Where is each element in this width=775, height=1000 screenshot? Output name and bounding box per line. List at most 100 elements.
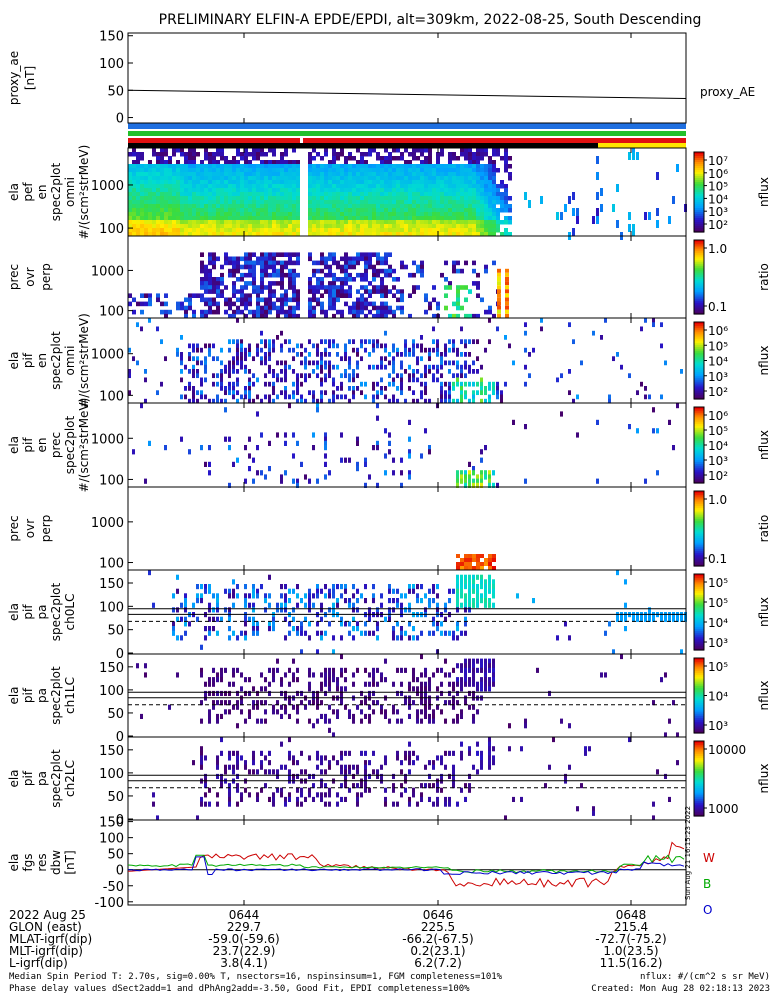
spectrogram-cell — [344, 204, 348, 209]
spectrogram-cell — [464, 339, 467, 345]
spectrogram-cell — [168, 220, 172, 225]
spectrogram-cell — [268, 204, 272, 209]
spectrogram-cell — [128, 208, 132, 213]
spectrogram-cell — [148, 220, 152, 225]
spectrogram-cell — [252, 309, 256, 315]
spectrogram-cell — [344, 212, 348, 217]
spectrogram-cell — [348, 787, 351, 793]
spectrogram-cell — [296, 801, 299, 807]
colorbar-swatch — [694, 352, 704, 356]
colorbar-swatch — [694, 258, 704, 261]
spectrogram-cell — [400, 228, 404, 233]
spectrogram-cell — [360, 285, 364, 290]
spectrogram-cell — [344, 598, 347, 604]
colorbar-swatch — [694, 339, 704, 342]
spectrogram-cell — [208, 216, 212, 221]
spectrogram-cell — [396, 204, 400, 209]
spectrogram-cell — [200, 755, 203, 761]
spectrogram-cell — [204, 184, 208, 189]
spectrogram-cell — [200, 360, 203, 366]
spectrogram-cell — [452, 764, 455, 770]
spectrogram-cell — [392, 204, 396, 209]
spectrogram-cell — [456, 635, 459, 641]
spectrogram-cell — [556, 635, 559, 641]
spectrogram-cell — [344, 256, 348, 262]
spectrogram-cell — [384, 168, 388, 173]
spectrogram-cell — [428, 220, 432, 225]
spectrogram-cell — [248, 381, 251, 387]
colorbar-swatch — [694, 312, 704, 315]
spectrogram-cell — [216, 764, 219, 770]
spectrogram-cell — [232, 208, 236, 213]
spectrogram-cell — [504, 156, 508, 161]
spectrogram-cell — [460, 232, 464, 237]
spectrogram-cell — [484, 681, 487, 687]
spectrogram-cell — [428, 216, 432, 221]
spectrogram-cell — [328, 301, 332, 307]
spectrogram-cell — [332, 649, 335, 655]
spectrogram-cell — [240, 796, 243, 803]
spectrogram-cell — [364, 760, 367, 766]
spectrogram-cell — [204, 148, 208, 153]
spectrogram-cell — [456, 554, 460, 558]
spectrogram-cell — [300, 792, 303, 798]
spectrogram-cell — [132, 196, 136, 201]
spectrogram-cell — [404, 228, 408, 233]
spectrogram-cell — [392, 626, 395, 632]
spectrogram-cell — [168, 168, 172, 173]
spectrogram-cell — [308, 373, 311, 379]
spectrogram-cell — [320, 216, 324, 221]
spectrogram-cell — [288, 750, 291, 756]
spectrogram-cell — [472, 554, 476, 558]
spectrogram-cell — [148, 164, 152, 169]
spectrogram-cell — [268, 602, 271, 608]
spectrogram-cell — [356, 216, 360, 221]
spectrogram-cell — [420, 160, 424, 165]
spectrogram-cell — [332, 212, 336, 217]
spectrogram-cell — [360, 750, 363, 756]
spectrogram-cell — [384, 796, 387, 803]
spectrogram-cell — [476, 208, 480, 213]
spectrogram-cell — [320, 398, 323, 404]
spectrogram-cell — [464, 184, 468, 189]
spectrogram-cell — [396, 373, 399, 379]
spectrogram-cell — [312, 723, 315, 729]
spectrogram-cell — [236, 297, 240, 303]
spectrogram-cell — [424, 783, 427, 789]
spectrogram-cell — [456, 305, 460, 311]
spectrogram-cell — [644, 616, 647, 622]
spectrogram-cell — [276, 394, 279, 400]
spectrogram-cell — [184, 313, 188, 319]
spectrogram-cell — [220, 677, 223, 683]
spectrogram-cell — [288, 212, 292, 217]
status-bar-yellow — [598, 143, 686, 148]
colorbar-swatch — [694, 304, 704, 308]
spectrogram-cell — [412, 760, 415, 766]
spectrogram-cell — [264, 176, 268, 181]
spectrogram-cell — [200, 593, 203, 599]
spectrogram-cell — [344, 352, 347, 357]
spectrogram-cell — [464, 681, 467, 687]
spectrogram-cells — [128, 148, 687, 821]
spectrogram-cell — [224, 228, 228, 233]
spectrogram-cell — [448, 347, 451, 353]
spectrogram-cell — [505, 301, 509, 306]
spectrogram-cell — [480, 297, 484, 303]
spectrogram-cell — [256, 309, 260, 315]
spectrogram-cell — [296, 796, 299, 803]
spectrogram-cell — [348, 220, 352, 225]
spectrogram-cell — [268, 196, 272, 201]
spectrogram-cell — [424, 297, 428, 303]
spectrogram-cell — [420, 204, 424, 209]
spectrogram-cell — [416, 584, 419, 590]
spectrogram-cell — [276, 204, 280, 209]
spectrogram-cell — [184, 200, 188, 205]
spectrogram-cell — [140, 188, 144, 193]
spectrogram-cell — [432, 228, 436, 233]
spectrogram-cell — [216, 172, 220, 177]
spectrogram-cell — [408, 607, 411, 613]
spectrogram-cell — [260, 356, 263, 362]
spectrogram-cell — [432, 220, 436, 225]
spectrogram-cell — [464, 658, 467, 664]
spectrogram-cell — [248, 232, 252, 237]
